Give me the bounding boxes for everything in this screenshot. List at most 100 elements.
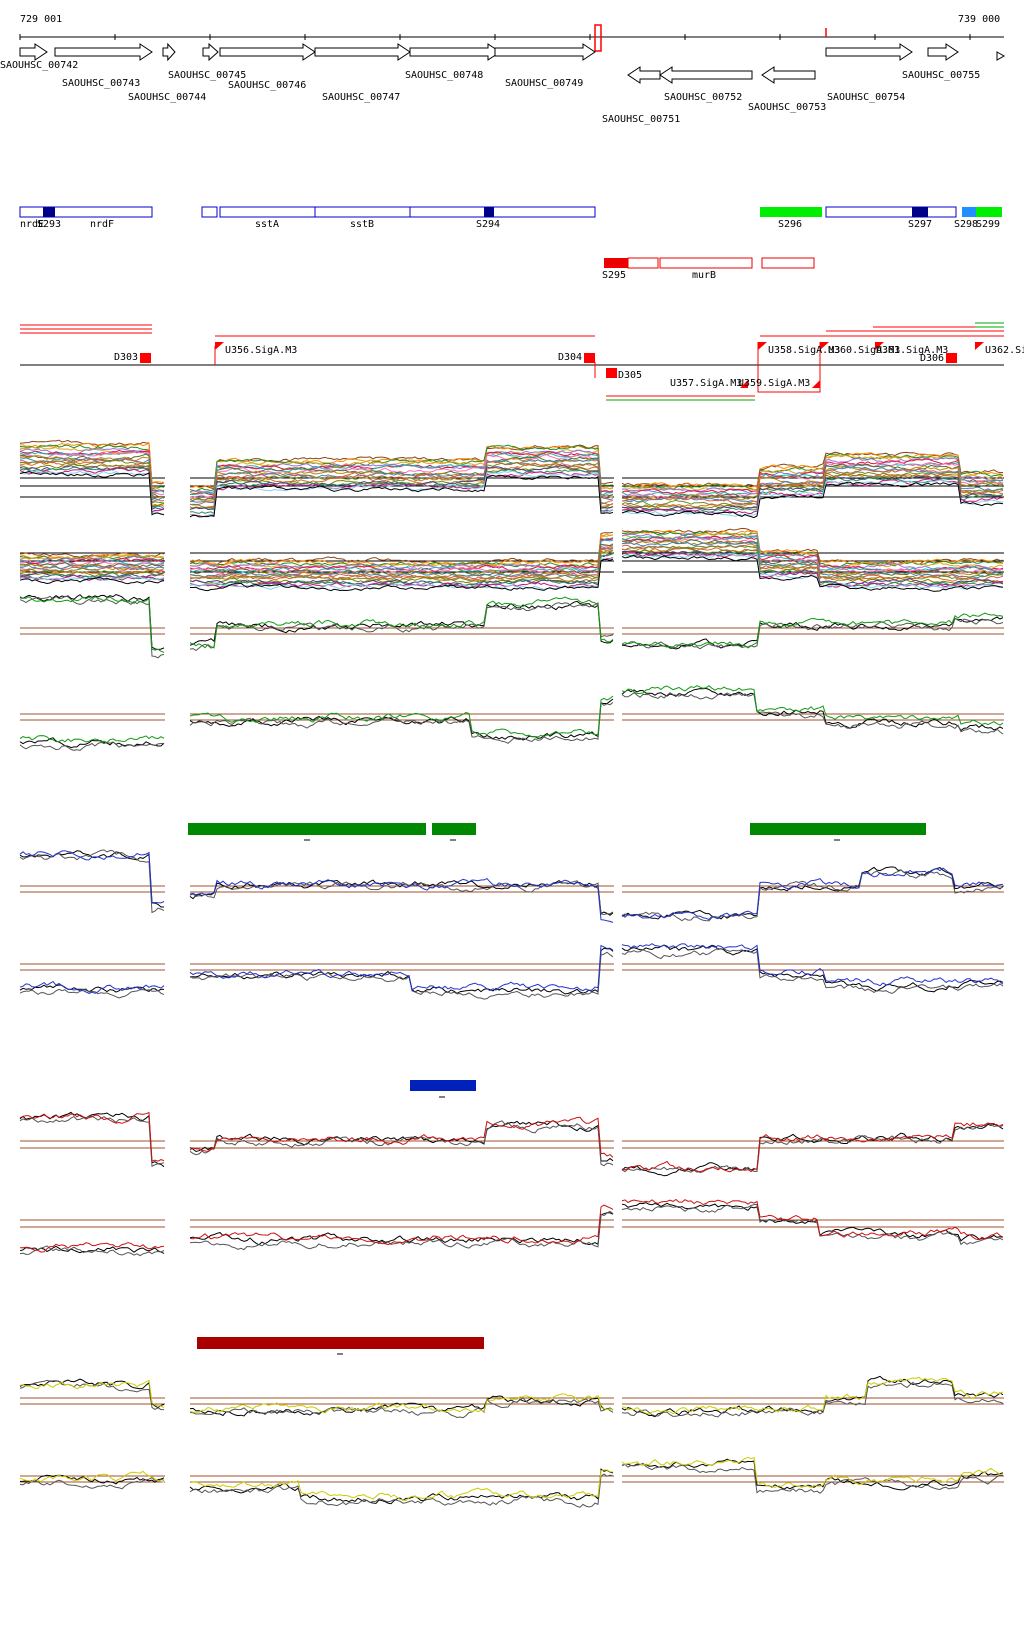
segment-s297[interactable]	[825, 206, 957, 218]
gene-4[interactable]: SAOUHSC_00745	[168, 42, 246, 81]
expression-trace-grey	[19, 849, 165, 914]
expression-trace-black	[19, 1378, 165, 1409]
segment-label: sstB	[350, 219, 374, 230]
expression-trace	[19, 575, 165, 582]
expression-trace-black	[189, 879, 614, 916]
gene-label: SAOUHSC_00745	[168, 70, 246, 81]
gene-10[interactable]: SAOUHSC_00752	[659, 66, 753, 103]
segment-s295[interactable]	[604, 258, 628, 268]
gene-arrow[interactable]	[19, 43, 48, 61]
gene-arrow[interactable]	[825, 43, 913, 61]
gene-arrow[interactable]	[494, 43, 596, 61]
tu-label: U360.SigA.M3	[828, 345, 900, 356]
gene-12[interactable]: SAOUHSC_00754	[825, 43, 913, 103]
tu-d303-box[interactable]	[140, 353, 151, 363]
expression-trace-grey	[189, 1473, 614, 1508]
segment-sstb[interactable]	[314, 206, 411, 218]
tu-d305-box[interactable]	[606, 368, 617, 378]
gene-5[interactable]: SAOUHSC_00746	[219, 43, 316, 91]
segment-s294-fill[interactable]	[484, 207, 494, 217]
segment-murb-2[interactable]	[761, 257, 815, 269]
gene-13[interactable]: SAOUHSC_00755	[902, 43, 980, 81]
blue-bar-1[interactable]	[410, 1080, 476, 1091]
tu-u358-flag[interactable]	[758, 342, 767, 350]
panel-all-conditions-lower	[19, 527, 1004, 592]
expression-trace	[19, 470, 165, 516]
viewport-marker[interactable]	[594, 24, 602, 52]
expression-trace-colored	[189, 1393, 614, 1414]
darkred-bar-1[interactable]	[197, 1337, 484, 1349]
expression-trace-grey	[621, 1462, 1004, 1494]
expression-trace	[621, 463, 1004, 501]
segment-murb[interactable]	[659, 257, 753, 269]
segment-s293-fill[interactable]	[43, 207, 55, 217]
gene-arrow[interactable]	[202, 42, 219, 62]
gene-arrow[interactable]	[659, 66, 753, 84]
gene-3[interactable]: SAOUHSC_00744	[128, 42, 206, 103]
segment-s296[interactable]	[760, 207, 822, 217]
segment-ssta[interactable]	[219, 206, 316, 218]
tu-label: U357.SigA.M3	[670, 378, 742, 389]
green-bar-1[interactable]	[188, 823, 426, 835]
gene-arrow[interactable]	[219, 43, 316, 61]
gene-6[interactable]: SAOUHSC_00747	[314, 43, 411, 103]
expression-trace	[19, 553, 165, 561]
expression-trace-colored	[621, 1456, 1004, 1489]
segment-nrde-nrdf[interactable]	[19, 206, 153, 218]
gene-arrow[interactable]	[162, 42, 176, 62]
segment-label: sstA	[255, 219, 279, 230]
segment-s298[interactable]	[962, 207, 976, 217]
gene-label: SAOUHSC_00743	[62, 78, 140, 89]
tu-label: U361.SigA.M3	[876, 345, 948, 356]
gene-8[interactable]: SAOUHSC_00749	[494, 43, 596, 89]
gene-label: SAOUHSC_00749	[505, 78, 583, 89]
tu-label: U356.SigA.M3	[225, 345, 297, 356]
gene-arrow[interactable]	[627, 66, 661, 84]
expression-trace	[19, 577, 165, 585]
gene-arrow[interactable]	[927, 43, 959, 61]
tu-u356-flag[interactable]	[215, 342, 224, 350]
tu-d306-box[interactable]	[946, 353, 957, 363]
gene-label: SAOUHSC_00746	[228, 80, 306, 91]
segment-s295-outline[interactable]	[627, 257, 659, 269]
tu-u360-flag[interactable]	[820, 342, 829, 350]
expression-trace-colored	[189, 877, 614, 923]
gene-arrow[interactable]	[409, 43, 501, 61]
expression-trace	[189, 444, 614, 492]
gene-arrow[interactable]	[54, 43, 153, 61]
tu-u359-flag[interactable]	[812, 380, 820, 388]
expression-trace-grey	[189, 1397, 614, 1419]
segment-s297-fill[interactable]	[912, 207, 928, 217]
expression-trace	[621, 466, 1004, 503]
expression-trace	[621, 454, 1004, 492]
gene-7[interactable]: SAOUHSC_00748	[405, 43, 501, 81]
gene-2[interactable]: SAOUHSC_00743	[54, 43, 153, 89]
expression-trace-colored	[621, 1198, 1004, 1241]
gene-arrow[interactable]	[761, 66, 816, 84]
tu-u362-flag[interactable]	[975, 342, 984, 350]
expression-trace	[189, 548, 614, 582]
expression-trace-black	[621, 616, 1004, 650]
segment-s294[interactable]	[409, 206, 596, 218]
tu-label: U359.SigA.M3	[738, 378, 810, 389]
expression-trace	[189, 534, 614, 570]
gene-label: SAOUHSC_00748	[405, 70, 483, 81]
expression-trace	[621, 530, 1004, 568]
green-bar-3[interactable]	[750, 823, 926, 835]
tu-d304-box[interactable]	[584, 353, 595, 363]
expression-trace-black	[189, 698, 614, 741]
tu-u357-flag[interactable]	[740, 380, 748, 388]
segment-s299[interactable]	[976, 207, 1002, 217]
gene-arrow[interactable]	[314, 43, 411, 61]
tu-u361-flag[interactable]	[875, 342, 884, 350]
expression-trace-grey	[19, 741, 165, 751]
gene-9[interactable]: SAOUHSC_00751	[602, 66, 680, 125]
expression-trace-black	[189, 1212, 614, 1246]
segment-small[interactable]	[201, 206, 218, 218]
gene-1[interactable]: SAOUHSC_00742	[0, 43, 78, 71]
gene-label: SAOUHSC_00744	[128, 92, 206, 103]
expression-trace-grey	[621, 947, 1004, 995]
green-bar-2[interactable]	[432, 823, 476, 835]
gene-arrow-partial[interactable]	[996, 51, 1006, 61]
gene-11[interactable]: SAOUHSC_00753	[748, 66, 826, 113]
